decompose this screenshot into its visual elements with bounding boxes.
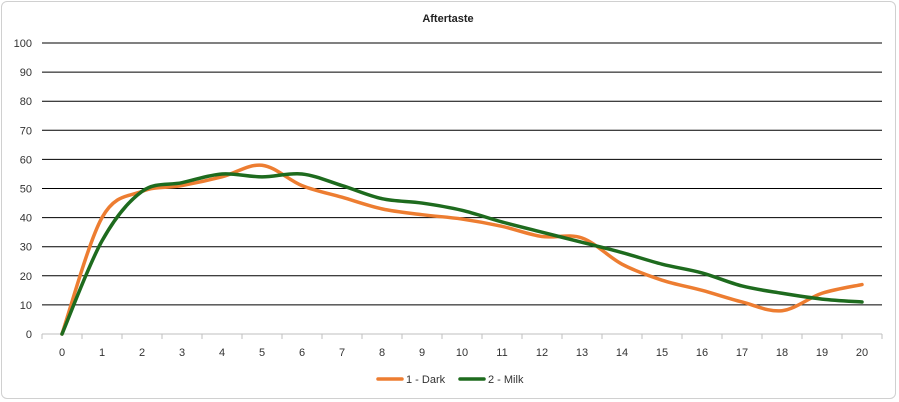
x-tick-label: 4 bbox=[219, 347, 225, 359]
x-tick-label: 8 bbox=[379, 347, 385, 359]
y-tick-label: 50 bbox=[20, 184, 32, 196]
y-tick-label: 30 bbox=[20, 242, 32, 254]
x-tick-label: 12 bbox=[536, 347, 548, 359]
legend-label: 1 - Dark bbox=[406, 374, 446, 386]
y-tick-label: 40 bbox=[20, 213, 32, 225]
x-tick-label: 3 bbox=[179, 347, 185, 359]
y-gridlines bbox=[42, 42, 882, 306]
x-tick-label: 1 bbox=[99, 347, 105, 359]
x-tick-label: 5 bbox=[259, 347, 265, 359]
x-tick-label: 14 bbox=[616, 347, 628, 359]
series-line-1 bbox=[60, 163, 864, 336]
series-line-2 bbox=[60, 171, 864, 336]
series-lines bbox=[60, 163, 864, 336]
x-tick-label: 19 bbox=[816, 347, 828, 359]
x-tick-label: 10 bbox=[456, 347, 468, 359]
x-tick-label: 18 bbox=[776, 347, 788, 359]
y-tick-label: 70 bbox=[20, 125, 32, 137]
x-axis bbox=[41, 333, 883, 339]
y-tick-label: 0 bbox=[26, 329, 32, 341]
x-axis-tick-labels: 0 1 2 3 4 5 6 7 8 9 10 11 12 13 14 15 16 17 18 19 20 bbox=[59, 347, 868, 359]
y-tick-label: 100 bbox=[14, 38, 32, 50]
x-tick-label: 13 bbox=[576, 347, 588, 359]
y-tick-label: 90 bbox=[20, 67, 32, 79]
y-tick-label: 10 bbox=[20, 300, 32, 312]
x-tick-label: 2 bbox=[139, 347, 145, 359]
y-tick-label: 60 bbox=[20, 154, 32, 166]
x-tick-label: 11 bbox=[496, 347, 507, 359]
x-tick-label: 9 bbox=[419, 347, 425, 359]
x-tick-label: 17 bbox=[736, 347, 748, 359]
chart-title: Aftertaste bbox=[422, 13, 473, 25]
x-tick-label: 7 bbox=[339, 347, 345, 359]
y-tick-label: 20 bbox=[20, 271, 32, 283]
x-tick-label: 0 bbox=[59, 347, 65, 359]
x-tick-label: 16 bbox=[696, 347, 708, 359]
x-tick-label: 20 bbox=[856, 347, 868, 359]
y-tick-label: 80 bbox=[20, 96, 32, 108]
x-tick-label: 6 bbox=[299, 347, 305, 359]
x-tick-label: 15 bbox=[656, 347, 668, 359]
y-axis-tick-labels: 0 10 20 30 40 50 60 70 80 90 100 bbox=[14, 38, 32, 341]
legend-label: 2 - Milk bbox=[488, 374, 524, 386]
legend: 1 - Dark 2 - Milk bbox=[376, 374, 524, 386]
